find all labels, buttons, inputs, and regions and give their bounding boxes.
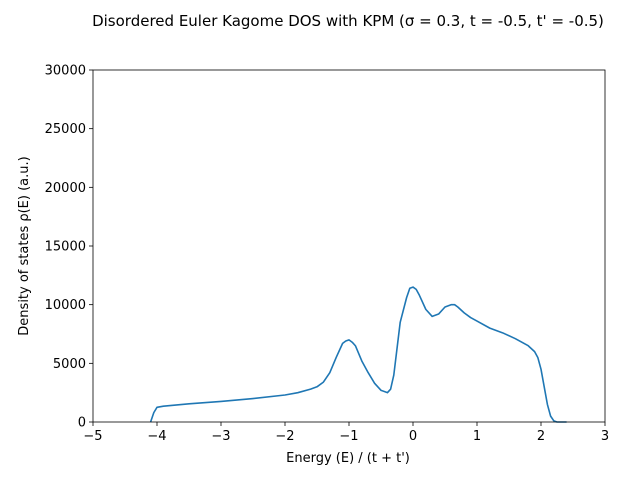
x-tick-label: −4	[147, 429, 166, 444]
x-axis-label: Energy (E) / (t + t')	[286, 451, 410, 466]
plot-area	[92, 69, 606, 423]
x-tick-label: −2	[275, 429, 294, 444]
x-tick-label: 0	[409, 429, 417, 444]
dos-series-line	[149, 286, 567, 423]
y-tick-label: 15000	[45, 240, 86, 255]
y-tick-label: 25000	[45, 122, 86, 137]
x-axis: −5 −4 −3 −2 −1 0 1 2 3	[83, 422, 609, 444]
y-tick-label: 5000	[53, 357, 86, 372]
x-tick-label: 2	[537, 429, 545, 444]
y-tick-label: 10000	[45, 298, 86, 313]
x-tick-label: −3	[211, 429, 230, 444]
y-tick-label: 0	[78, 416, 86, 431]
x-tick-label: 3	[601, 429, 609, 444]
y-axis: 0 5000 10000 15000 20000 25000 30000	[45, 64, 93, 431]
x-tick-label: −1	[339, 429, 358, 444]
x-tick-label: −5	[83, 429, 102, 444]
x-tick-label: 1	[473, 429, 481, 444]
y-axis-label: Density of states ρ(E) (a.u.)	[17, 156, 32, 335]
y-tick-label: 30000	[45, 64, 86, 79]
chart-title: Disordered Euler Kagome DOS with KPM (σ …	[92, 12, 604, 30]
plot-frame	[92, 69, 606, 423]
y-tick-label: 20000	[45, 181, 86, 196]
